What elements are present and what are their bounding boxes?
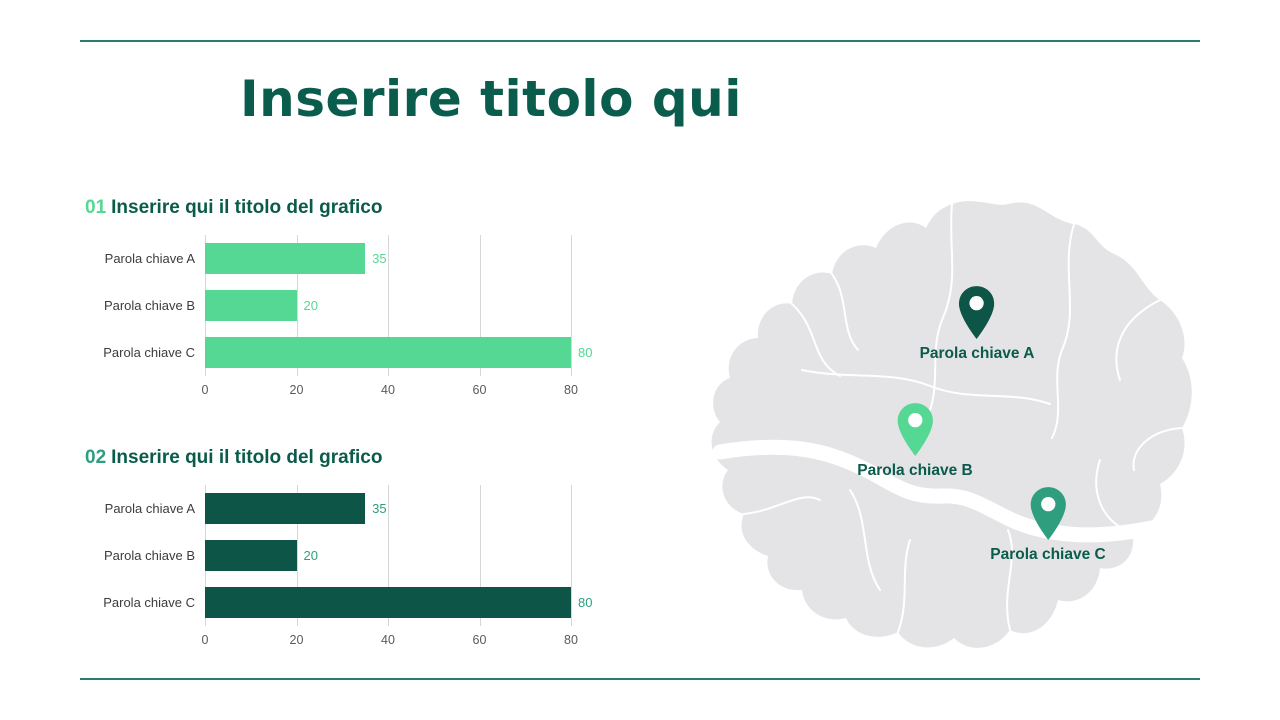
bar-row: 80 bbox=[205, 579, 592, 626]
top-divider-line bbox=[80, 40, 1200, 42]
bar-value-label: 35 bbox=[372, 251, 387, 266]
category-label: Parola chiave C bbox=[103, 595, 195, 610]
section-number: 02 bbox=[85, 447, 107, 468]
bar-row: 20 bbox=[205, 532, 571, 579]
x-tick-label: 40 bbox=[381, 383, 395, 397]
bar-row: 35 bbox=[205, 485, 571, 532]
plot-area: 35 20 80 bbox=[205, 485, 592, 626]
gridline bbox=[571, 485, 572, 626]
bar-value-label: 20 bbox=[303, 548, 318, 563]
map-pin-icon bbox=[1030, 487, 1066, 540]
city-map: Parola chiave A Parola chiave B Parola c… bbox=[690, 190, 1210, 660]
map-pin-c: Parola chiave C bbox=[990, 486, 1106, 564]
section-number: 01 bbox=[85, 197, 107, 218]
gridline bbox=[388, 485, 389, 626]
x-axis: 0 20 40 60 80 bbox=[201, 631, 578, 649]
x-tick-label: 0 bbox=[201, 633, 209, 647]
bar-chart: Parola chiave A Parola chiave B Parola chi… bbox=[85, 235, 625, 376]
category-label: Parola chiave B bbox=[103, 298, 195, 313]
bottom-divider-line bbox=[80, 678, 1200, 680]
gridline bbox=[479, 235, 481, 376]
section-title: Inserire qui il titolo del grafico bbox=[111, 447, 383, 468]
gridline bbox=[296, 485, 298, 626]
bar-value-label: 80 bbox=[578, 595, 593, 610]
bar bbox=[205, 493, 366, 524]
bar-value-label: 35 bbox=[372, 501, 387, 516]
bar-chart: Parola chiave A Parola chiave B Parola chi… bbox=[85, 485, 625, 626]
labels-col: Parola chiave A Parola chiave B Parola chi… bbox=[85, 485, 205, 626]
section-heading: 01 Inserire qui il titolo del grafico bbox=[85, 197, 625, 219]
category-label: Parola chiave A bbox=[104, 251, 195, 266]
bar-value-label: 20 bbox=[303, 298, 318, 313]
map-pin-icon bbox=[897, 403, 933, 456]
pin-label: Parola chiave A bbox=[919, 345, 1035, 362]
bar bbox=[205, 243, 366, 274]
chart-block-2: 02 Inserire qui il titolo del grafico Par… bbox=[85, 447, 625, 649]
gridline bbox=[479, 485, 481, 626]
city-map-shape-icon bbox=[711, 201, 1198, 648]
x-tick-label: 0 bbox=[201, 383, 209, 397]
pin-label: Parola chiave B bbox=[857, 462, 973, 479]
x-tick-label: 60 bbox=[472, 633, 487, 647]
pin-label: Parola chiave C bbox=[990, 546, 1106, 563]
category-label: Parola chiave A bbox=[104, 501, 195, 516]
bar bbox=[205, 587, 571, 618]
category-label: Parola chiave C bbox=[103, 345, 195, 360]
gridline bbox=[296, 235, 298, 376]
x-tick-label: 60 bbox=[472, 383, 487, 397]
map-pin-a: Parola chiave A bbox=[919, 285, 1035, 363]
x-tick-label: 20 bbox=[289, 633, 304, 647]
category-label: Parola chiave B bbox=[103, 548, 195, 563]
bar bbox=[205, 337, 571, 368]
plot-area: 35 20 80 bbox=[205, 235, 592, 376]
chart-block-1: 01 Inserire qui il titolo del grafico Par… bbox=[85, 197, 625, 399]
x-tick-label: 80 bbox=[564, 633, 578, 647]
bar-row: 35 bbox=[205, 235, 571, 282]
page-title: Inserire titolo qui bbox=[240, 70, 742, 128]
bar bbox=[205, 290, 297, 321]
gridline bbox=[388, 235, 389, 376]
map-river bbox=[712, 439, 1198, 543]
map-district-borders bbox=[743, 203, 1183, 633]
x-tick-label: 20 bbox=[289, 383, 304, 397]
gridline bbox=[571, 235, 572, 376]
section-title: Inserire qui il titolo del grafico bbox=[111, 197, 383, 218]
x-axis: 0 20 40 60 80 bbox=[201, 381, 578, 399]
map-pin-icon bbox=[959, 286, 995, 339]
x-tick-label: 40 bbox=[381, 633, 395, 647]
bar-row: 80 bbox=[205, 329, 592, 376]
labels-col: Parola chiave A Parola chiave B Parola chi… bbox=[85, 235, 205, 376]
section-heading: 02 Inserire qui il titolo del grafico bbox=[85, 447, 625, 469]
bar bbox=[205, 540, 297, 571]
bar-row: 20 bbox=[205, 282, 571, 329]
bar-value-label: 80 bbox=[578, 345, 593, 360]
x-tick-label: 80 bbox=[564, 383, 578, 397]
map-pin-b: Parola chiave B bbox=[857, 402, 973, 480]
